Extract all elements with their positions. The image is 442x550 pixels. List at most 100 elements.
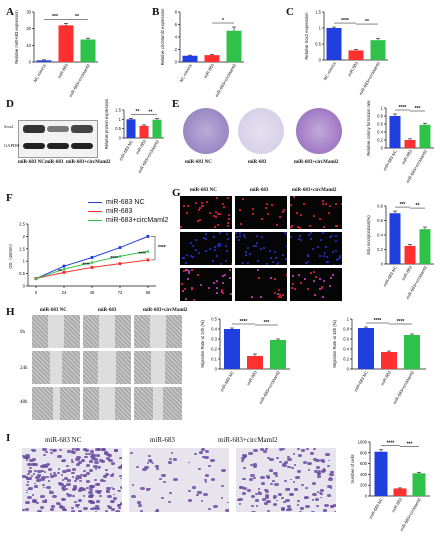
transwell-cell xyxy=(301,449,305,452)
y-tick-label: 0 xyxy=(119,136,122,141)
transwell-cell xyxy=(94,458,98,461)
y-tick-label: 0 xyxy=(347,367,350,372)
transwell-image xyxy=(22,448,122,512)
edu-nucleus xyxy=(272,261,274,263)
transwell-cell xyxy=(50,508,54,511)
edu-nucleus xyxy=(235,232,237,234)
transwell-cell xyxy=(103,475,107,478)
edu-nucleus xyxy=(303,203,305,205)
edu-nucleus xyxy=(209,248,211,250)
transwell-cell xyxy=(320,497,323,499)
transwell-cell xyxy=(297,470,301,473)
transwell-cell xyxy=(71,459,74,461)
transwell-cell xyxy=(96,500,101,503)
y-tick-label: 8 xyxy=(175,10,178,15)
transwell-cell xyxy=(330,487,333,489)
edu-nucleus xyxy=(327,261,329,263)
transwell-cell xyxy=(50,449,53,451)
edu-nucleus xyxy=(320,239,322,241)
transwell-cell xyxy=(95,505,99,508)
transwell-cell xyxy=(43,454,47,457)
bar xyxy=(404,140,416,148)
data-point xyxy=(118,262,122,266)
transwell-cell xyxy=(99,495,103,498)
blot-lane-circ: miR-683+circMaml2 xyxy=(66,160,111,165)
edu-nucleus xyxy=(183,205,185,207)
edu-col-mir: miR-683 xyxy=(250,188,269,193)
transwell-cell xyxy=(275,475,279,478)
edu-nucleus xyxy=(231,263,232,265)
transwell-cell xyxy=(294,464,297,466)
edu-nucleus xyxy=(296,212,298,214)
y-tick-label: 0.5 xyxy=(19,271,25,276)
transwell-cell xyxy=(210,459,215,463)
data-point xyxy=(34,276,38,280)
transwell-cell xyxy=(253,463,257,466)
sig-label: *** xyxy=(415,106,421,112)
transwell-cell xyxy=(59,505,63,508)
edu-nucleus xyxy=(188,270,190,272)
y-tick-label: 1.5 xyxy=(315,10,321,15)
edu-nucleus xyxy=(186,269,188,271)
transwell-cell xyxy=(100,479,105,482)
transwell-cell xyxy=(75,458,80,462)
transwell-cell xyxy=(249,478,254,482)
transwell-cell xyxy=(173,478,178,482)
transwell-cell xyxy=(188,499,192,502)
transwell-cell xyxy=(75,477,79,480)
transwell-cell xyxy=(267,457,271,460)
transwell-cell xyxy=(23,456,27,459)
edu-nucleus xyxy=(335,240,337,242)
y-tick-label: 0.4 xyxy=(377,233,383,238)
edu-nucleus xyxy=(333,264,335,265)
edu-nucleus xyxy=(339,255,341,257)
transwell-cell xyxy=(26,477,30,480)
transwell-cell xyxy=(34,483,37,485)
edu-nucleus xyxy=(221,289,223,291)
panel-label-f: F xyxy=(6,192,13,204)
transwell-cell xyxy=(49,490,52,492)
data-point xyxy=(146,234,150,238)
transwell-cell xyxy=(283,501,286,504)
y-axis-label: Number of cells xyxy=(350,454,355,483)
transwell-cell xyxy=(40,495,45,499)
edu-nucleus xyxy=(335,225,337,227)
transwell-cell xyxy=(44,471,47,473)
edu-nucleus xyxy=(231,264,232,265)
edu-nucleus xyxy=(292,275,294,277)
y-tick-label: 0.1 xyxy=(211,357,217,362)
edu-nucleus xyxy=(336,259,338,261)
edu-nucleus xyxy=(212,260,214,262)
sig-label: * xyxy=(222,18,224,24)
transwell-cell xyxy=(78,499,83,503)
sig-label: *** xyxy=(407,441,413,447)
transwell-cell xyxy=(94,479,98,482)
edu-nucleus xyxy=(317,246,319,248)
wound-col-mir: miR-683 xyxy=(98,308,117,313)
edu-nucleus xyxy=(205,238,207,240)
transwell-cell xyxy=(333,504,336,507)
edu-nucleus xyxy=(319,278,321,280)
transwell-cell xyxy=(221,469,226,473)
transwell-cell xyxy=(243,455,248,458)
y-tick-label: 0.2 xyxy=(377,247,383,252)
transwell-cell xyxy=(62,508,66,511)
y-axis-label: Relative protein expression xyxy=(104,98,109,149)
transwell-cell xyxy=(312,499,315,501)
panel-label-e: E xyxy=(172,98,180,110)
transwell-cell xyxy=(242,478,246,481)
transwell-image-grid xyxy=(22,448,336,512)
transwell-cell xyxy=(27,496,32,500)
transwell-cell xyxy=(85,453,88,455)
y-tick-label: 0.8 xyxy=(377,204,383,209)
edu-nucleus xyxy=(222,275,224,277)
edu-nucleus xyxy=(252,208,254,210)
transwell-cell xyxy=(32,494,35,496)
transwell-cell xyxy=(77,507,80,509)
y-axis-label: Relative miR-683 expression xyxy=(14,10,19,64)
edu-nucleus xyxy=(239,232,241,234)
edu-nucleus xyxy=(279,294,281,296)
transwell-cell xyxy=(66,469,71,473)
edu-nucleus xyxy=(313,215,315,217)
transwell-cell xyxy=(37,470,42,474)
